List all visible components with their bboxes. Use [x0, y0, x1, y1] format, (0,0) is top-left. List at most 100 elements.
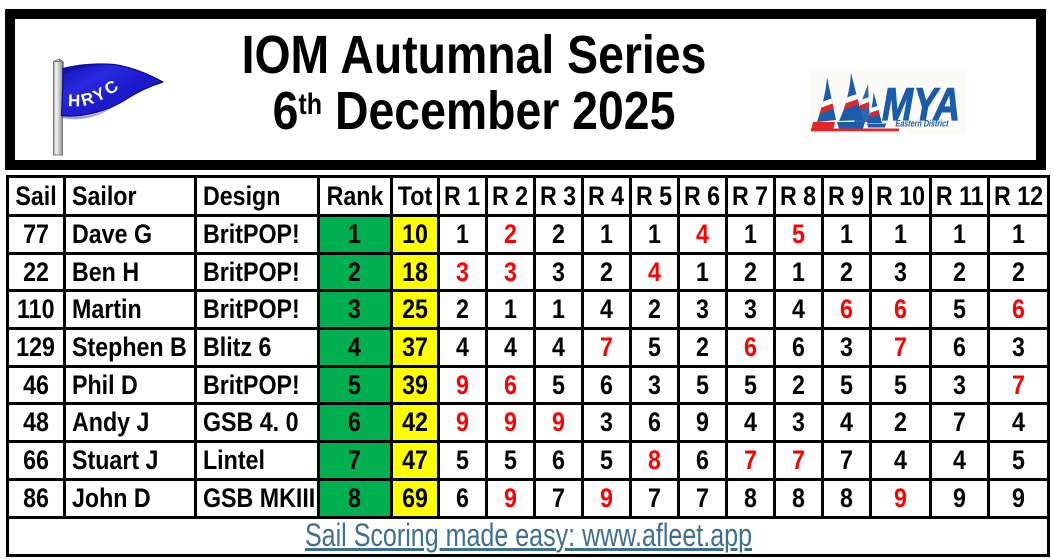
afleet-link[interactable]: Sail Scoring made easy: www.afleet.app	[304, 517, 752, 553]
race-11-score: 3	[929, 364, 990, 406]
race-1-score-value: 1	[456, 218, 469, 249]
rank-value: 3	[348, 294, 362, 325]
race-5-score-value: 2	[648, 294, 661, 325]
event-title: IOM Autumnal Series 6th December 2025	[203, 27, 744, 148]
event-date-ordinal: th	[298, 88, 323, 121]
race-3-score: 7	[533, 477, 584, 519]
race-12-score: 5	[987, 440, 1050, 481]
total-points: 25	[390, 289, 440, 331]
race-10-score: 6	[869, 289, 932, 331]
total-points: 47	[390, 440, 440, 481]
column-header-label: Design	[203, 180, 281, 211]
race-2-score-value: 9	[504, 482, 517, 513]
race-12-score: 7	[987, 364, 1050, 406]
race-9-score-value: 6	[840, 294, 853, 325]
race-3-score-value: 6	[552, 444, 565, 475]
race-2-score: 3	[485, 251, 536, 293]
sailor-name: Phil D	[63, 364, 197, 406]
race-9-score: 6	[821, 289, 872, 331]
total-points-value: 47	[402, 444, 428, 475]
race-5-score: 3	[629, 364, 680, 406]
rank-value: 1	[348, 218, 362, 249]
boat-design: BritPOP!	[194, 364, 320, 406]
race-7-score: 8	[725, 477, 776, 519]
column-header-label: R 4	[588, 180, 625, 211]
boat-design: GSB MKIII	[194, 477, 320, 519]
race-12-score-value: 7	[1012, 369, 1025, 400]
column-header-design: Design	[194, 175, 320, 217]
result-row-sail-22: 22 Ben H BritPOP! 2 18 3 3 3 2 4 1 2 1 2 3 2 2	[6, 251, 1050, 293]
race-11-score: 6	[929, 327, 990, 368]
race-6-score-value: 4	[696, 218, 709, 249]
race-7-score-value: 1	[744, 218, 757, 249]
race-1-score: 2	[437, 289, 488, 331]
column-header-r12: R 12	[987, 175, 1050, 217]
race-6-score: 4	[677, 214, 728, 255]
race-1-score-value: 9	[456, 369, 469, 400]
race-9-score: 2	[821, 251, 872, 293]
race-6-score: 6	[677, 440, 728, 481]
race-3-score: 1	[533, 289, 584, 331]
column-header-r5: R 5	[629, 175, 680, 217]
race-5-score-value: 1	[648, 218, 661, 249]
rank: 3	[317, 289, 393, 331]
sail-number: 129	[6, 327, 66, 368]
race-6-score-value: 9	[696, 407, 709, 438]
race-4-score-value: 2	[600, 256, 613, 287]
rank: 2	[317, 251, 393, 293]
sailor-name: Andy J	[63, 402, 197, 444]
race-10-score-value: 6	[894, 294, 907, 325]
race-6-score-value: 6	[696, 444, 709, 475]
rank-value: 2	[348, 256, 362, 287]
race-4-score: 1	[581, 214, 632, 255]
race-2-score-value: 5	[504, 444, 517, 475]
race-3-score-value: 2	[552, 218, 565, 249]
race-8-score-value: 5	[792, 218, 805, 249]
column-header-label: R 11	[935, 180, 984, 211]
race-11-score-value: 4	[953, 444, 966, 475]
total-points-value: 42	[402, 407, 428, 438]
race-11-score: 7	[929, 402, 990, 444]
column-header-label: R 8	[780, 180, 817, 211]
race-1-score-value: 4	[456, 331, 469, 362]
race-10-score-value: 9	[894, 482, 907, 513]
sail-number: 86	[6, 477, 66, 519]
race-7-score-value: 4	[744, 407, 757, 438]
race-3-score-value: 1	[552, 294, 565, 325]
race-3-score-value: 4	[552, 331, 565, 362]
column-header-r9: R 9	[821, 175, 872, 217]
race-11-score-value: 1	[953, 218, 966, 249]
boat-design-value: BritPOP!	[203, 218, 300, 249]
race-5-score: 6	[629, 402, 680, 444]
race-9-score: 7	[821, 440, 872, 481]
total-points: 10	[390, 214, 440, 255]
race-8-score-value: 2	[792, 369, 805, 400]
race-1-score-value: 3	[456, 256, 469, 287]
event-title-line2: 6th December 2025	[242, 83, 707, 148]
race-4-score-value: 1	[600, 218, 613, 249]
race-1-score-value: 2	[456, 294, 469, 325]
race-6-score: 5	[677, 364, 728, 406]
boat-design-value: BritPOP!	[203, 369, 300, 400]
boat-design: Blitz 6	[194, 327, 320, 368]
race-6-score-value: 7	[696, 482, 709, 513]
rank-value: 8	[348, 482, 362, 513]
race-3-score: 9	[533, 402, 584, 444]
race-5-score: 4	[629, 251, 680, 293]
race-2-score: 9	[485, 477, 536, 519]
column-header-r2: R 2	[485, 175, 536, 217]
sailor-name-value: Stephen B	[72, 331, 187, 362]
result-row-sail-129: 129 Stephen B Blitz 6 4 37 4 4 4 7 5 2 6 6 3 7 6 3	[6, 327, 1050, 368]
race-4-score: 7	[581, 327, 632, 368]
result-row-sail-66: 66 Stuart J Lintel 7 47 5 5 6 5 8 6 7 7 7 4 4 5	[6, 440, 1050, 481]
race-3-score: 6	[533, 440, 584, 481]
result-row-sail-86: 86 John D GSB MKIII 8 69 6 9 7 9 7 7 8 8 8 9 9 9	[6, 477, 1050, 519]
column-header-r11: R 11	[929, 175, 990, 217]
race-10-score: 1	[869, 214, 932, 255]
sailor-name-value: Phil D	[72, 369, 138, 400]
race-4-score-value: 3	[600, 407, 613, 438]
race-6-score: 3	[677, 289, 728, 331]
race-9-score: 5	[821, 364, 872, 406]
rank: 5	[317, 364, 393, 406]
